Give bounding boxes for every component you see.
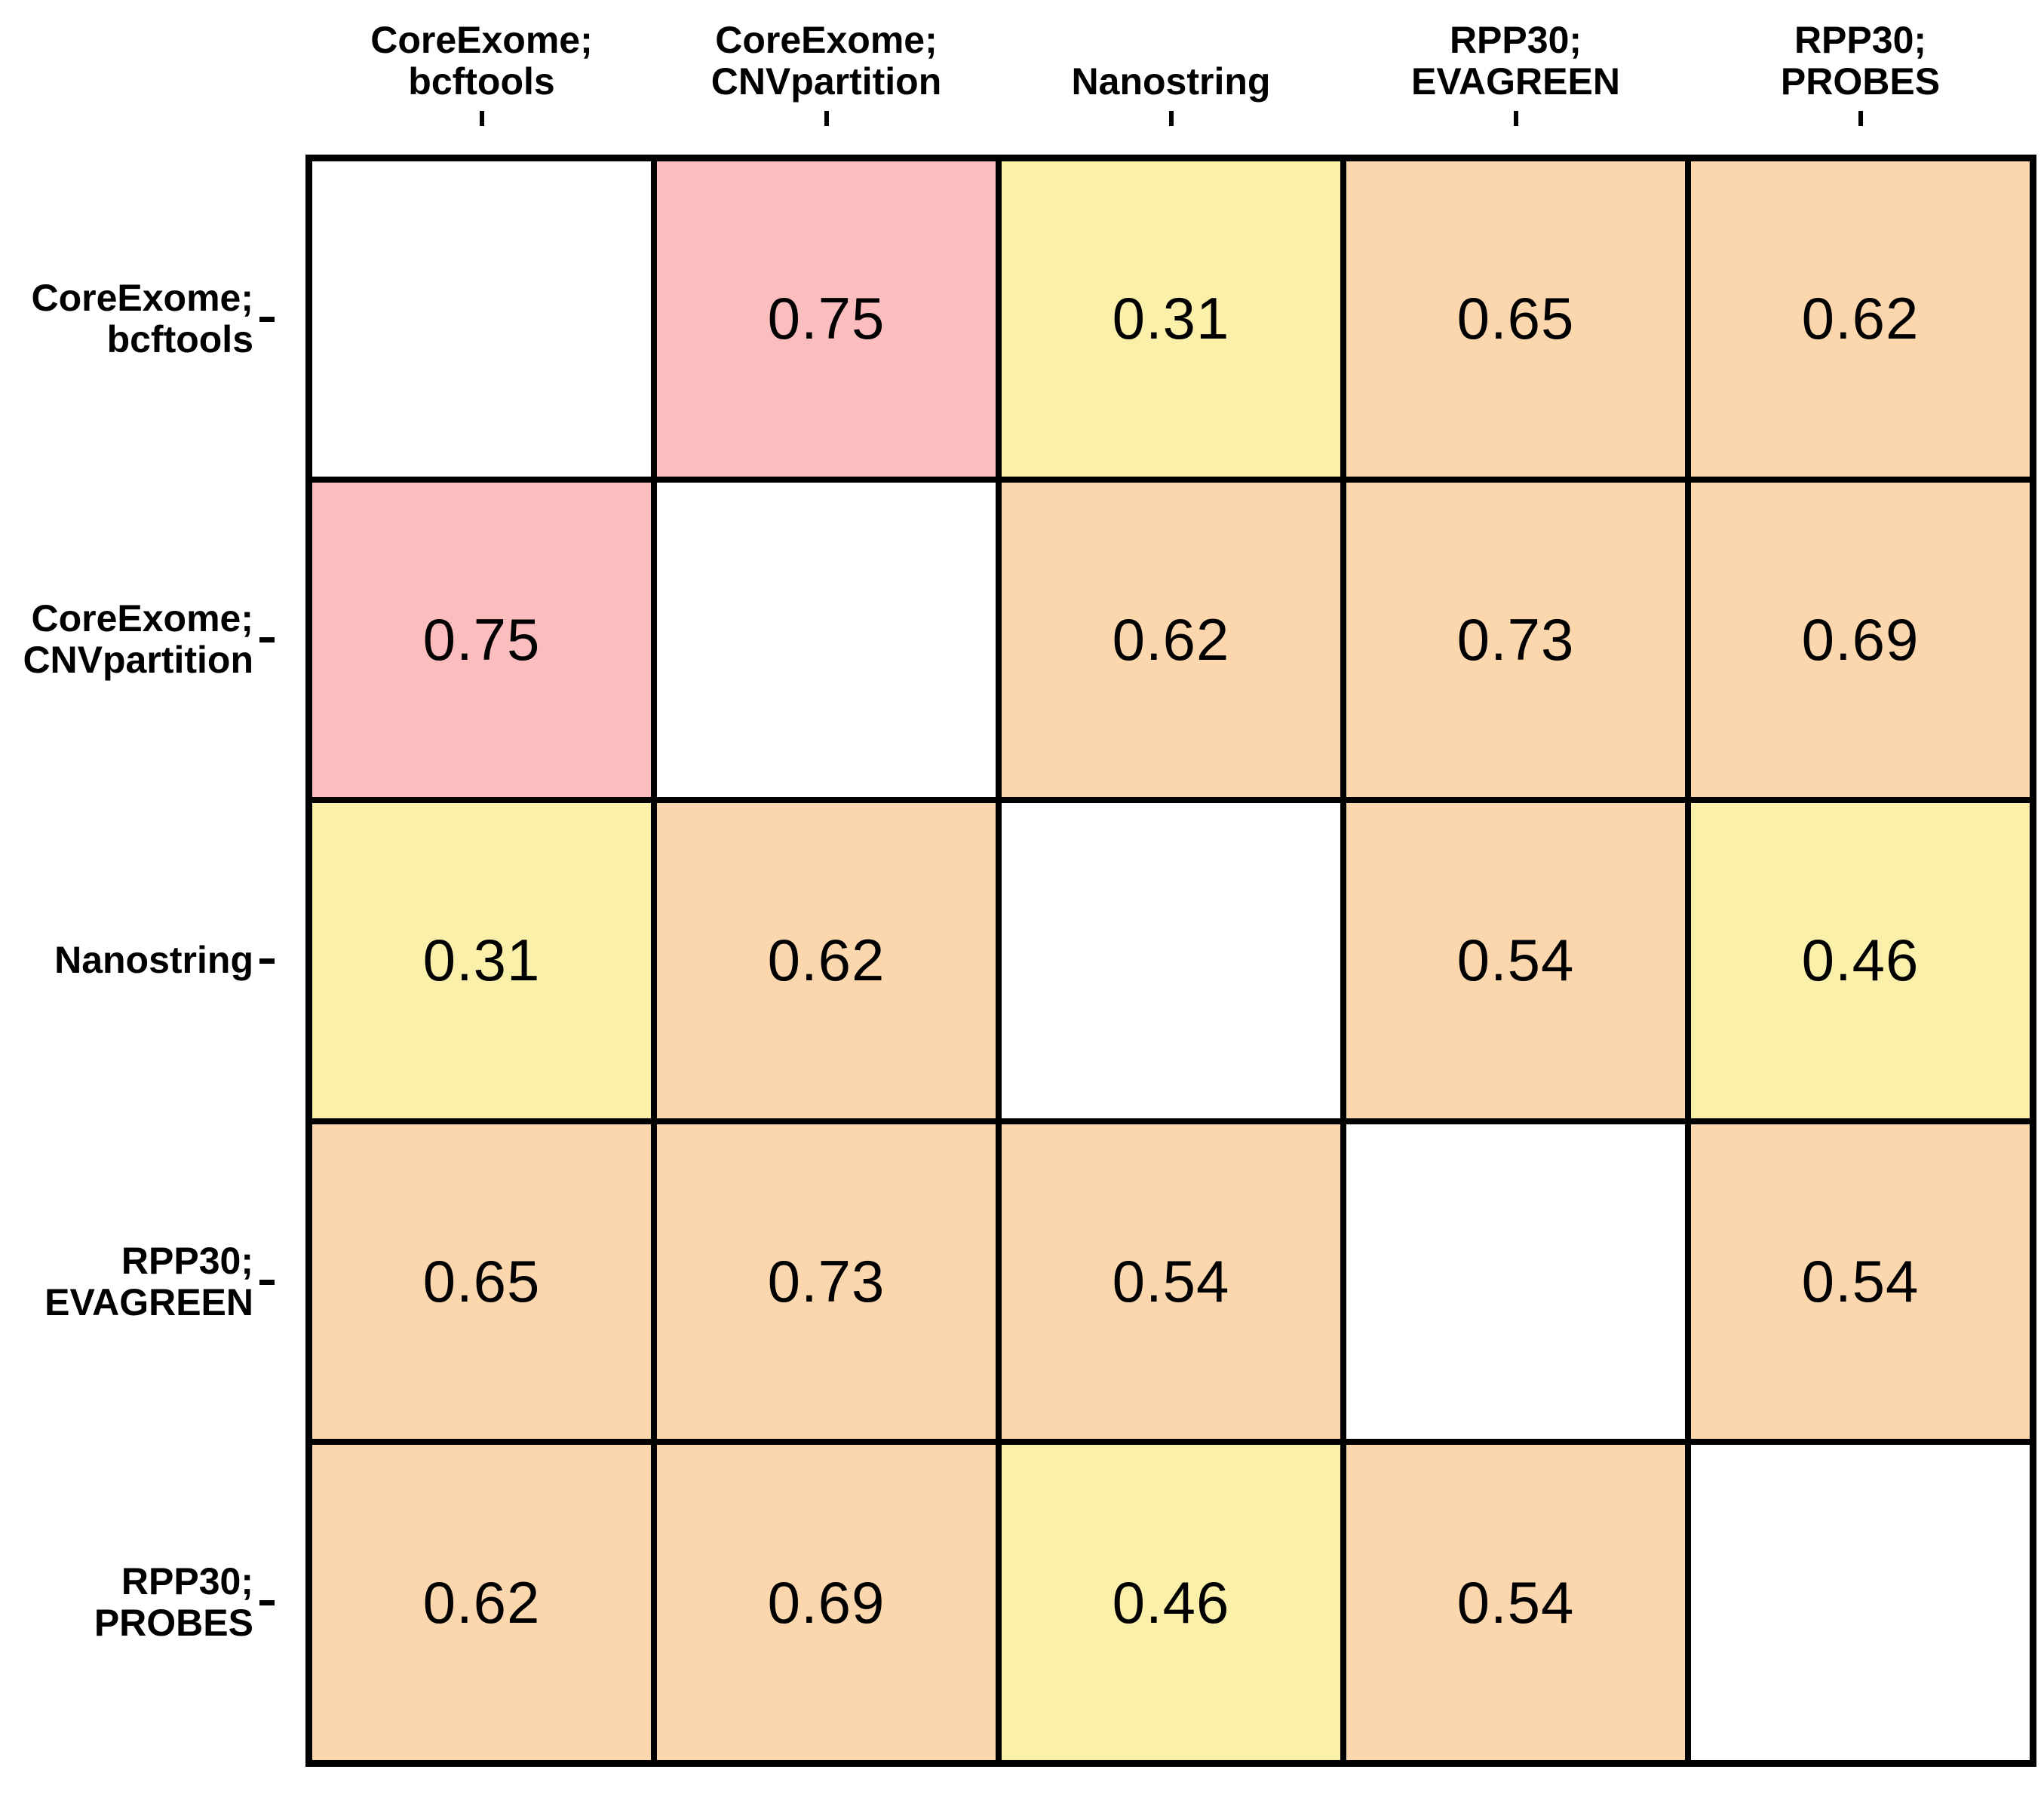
heatmap-cell-diagonal — [1691, 1445, 2030, 1760]
heatmap-cell: 0.62 — [657, 803, 996, 1118]
cell-value: 0.46 — [1112, 1569, 1230, 1636]
heatmap-cell-diagonal — [1346, 1124, 1685, 1440]
y-axis-tick — [259, 316, 275, 322]
heatmap-cell: 0.65 — [312, 1124, 651, 1440]
cell-value: 0.62 — [767, 927, 885, 994]
column-header-line: Nanostring — [1071, 60, 1271, 103]
y-axis-tick — [259, 637, 275, 643]
row-label-line: CNVpartition — [23, 639, 253, 682]
heatmap-cell: 0.54 — [1346, 1445, 1685, 1760]
heatmap-cell: 0.75 — [312, 482, 651, 798]
row-label: Nanostring — [0, 803, 253, 1118]
cell-value: 0.62 — [1801, 285, 1920, 352]
cell-value: 0.73 — [1456, 606, 1575, 673]
heatmap-cell-diagonal — [1002, 803, 1340, 1118]
x-axis-tick — [1513, 111, 1518, 126]
cell-value: 0.62 — [422, 1569, 541, 1636]
x-axis-tick — [824, 111, 829, 126]
heatmap-cell: 0.62 — [1691, 161, 2030, 477]
heatmap-cell: 0.54 — [1002, 1124, 1340, 1440]
cell-value: 0.54 — [1112, 1248, 1230, 1315]
column-header: RPP30; EVAGREEN — [1346, 14, 1685, 103]
heatmap-cell: 0.46 — [1691, 803, 2030, 1118]
row-label-line: bcftools — [106, 317, 253, 360]
x-axis-tick — [479, 111, 484, 126]
column-header-line: CoreExome; — [370, 19, 593, 61]
row-label-line: CoreExome; — [31, 276, 253, 319]
column-header: CoreExome; bcftools — [312, 14, 651, 103]
cell-value: 0.73 — [767, 1248, 885, 1315]
column-header-line: PROBES — [1780, 60, 1941, 103]
column-header: RPP30; PROBES — [1691, 14, 2030, 103]
heatmap-cell: 0.69 — [1691, 482, 2030, 798]
heatmap-cell: 0.62 — [312, 1445, 651, 1760]
cell-value: 0.69 — [767, 1569, 885, 1636]
heatmap-cell: 0.54 — [1691, 1124, 2030, 1440]
cell-value: 0.46 — [1801, 927, 1920, 994]
cell-value: 0.31 — [422, 927, 541, 994]
cell-value: 0.65 — [1456, 285, 1575, 352]
cell-value: 0.75 — [422, 606, 541, 673]
cell-value: 0.31 — [1112, 285, 1230, 352]
x-axis-tick — [1168, 111, 1174, 126]
cell-value: 0.65 — [422, 1248, 541, 1315]
cell-value: 0.62 — [1112, 606, 1230, 673]
column-header-line: RPP30; — [1794, 19, 1927, 61]
x-axis-tick — [1858, 111, 1863, 126]
heatmap-cell: 0.31 — [312, 803, 651, 1118]
cell-value: 0.54 — [1801, 1248, 1920, 1315]
row-label: RPP30; EVAGREEN — [0, 1124, 253, 1440]
heatmap-cell: 0.73 — [657, 1124, 996, 1440]
y-axis-tick — [259, 958, 275, 964]
row-label-line: PROBES — [94, 1602, 253, 1645]
heatmap-cell: 0.62 — [1002, 482, 1340, 798]
column-header-line: CNVpartition — [710, 60, 942, 103]
heatmap-cell: 0.69 — [657, 1445, 996, 1760]
row-label-line: EVAGREEN — [45, 1280, 253, 1323]
row-label-line: RPP30; — [121, 1560, 253, 1603]
column-header-line: CoreExome; — [715, 19, 938, 61]
heatmap-cell: 0.65 — [1346, 161, 1685, 477]
y-axis-tick — [259, 1600, 275, 1606]
heatmap-cell-diagonal — [312, 161, 651, 477]
column-header-line: RPP30; — [1449, 19, 1582, 61]
row-label: RPP30; PROBES — [0, 1445, 253, 1760]
cell-value: 0.54 — [1456, 1569, 1575, 1636]
row-label: CoreExome; bcftools — [0, 161, 253, 477]
column-header: Nanostring — [1002, 14, 1340, 103]
column-header-line: bcftools — [408, 60, 555, 103]
row-label-line: CoreExome; — [31, 597, 253, 640]
heatmap-cell: 0.31 — [1002, 161, 1340, 477]
cell-value: 0.75 — [767, 285, 885, 352]
column-header: CoreExome; CNVpartition — [657, 14, 996, 103]
cell-value: 0.69 — [1801, 606, 1920, 673]
heatmap-cell: 0.75 — [657, 161, 996, 477]
cell-value: 0.54 — [1456, 927, 1575, 994]
heatmap-cell-diagonal — [657, 482, 996, 798]
row-label-line: RPP30; — [121, 1239, 253, 1282]
row-label: CoreExome; CNVpartition — [0, 483, 253, 798]
heatmap-cell: 0.54 — [1346, 803, 1685, 1118]
column-header-line: EVAGREEN — [1411, 60, 1620, 103]
heatmap-grid: 0.75 0.31 0.65 0.62 0.75 0.62 0.73 0.69 0.31 0.62… — [305, 155, 2036, 1767]
heatmap-cell: 0.46 — [1002, 1445, 1340, 1760]
heatmap-cell: 0.73 — [1346, 482, 1685, 798]
y-axis-tick — [259, 1279, 275, 1285]
row-label-line: Nanostring — [54, 939, 253, 982]
